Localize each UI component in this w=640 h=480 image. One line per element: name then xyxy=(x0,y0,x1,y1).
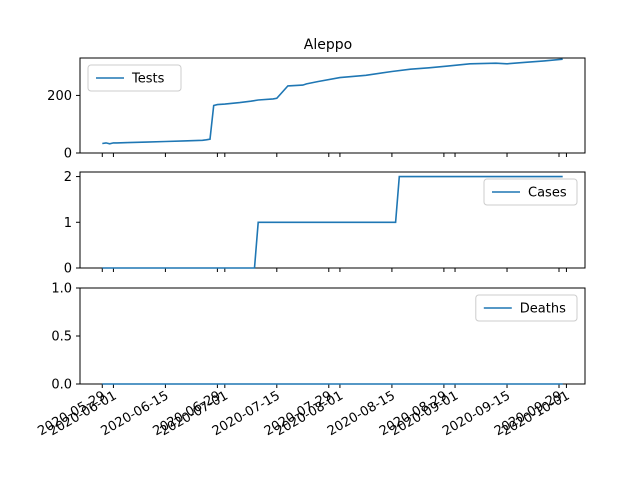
legend: Cases xyxy=(483,178,578,206)
y-tick-label: 0.0 xyxy=(51,378,72,393)
legend-box xyxy=(483,178,578,206)
y-tick-label: 200 xyxy=(47,89,72,104)
y-tick-label: 0 xyxy=(64,147,72,162)
y-tick-label: 1 xyxy=(64,216,72,231)
legend-box xyxy=(87,64,182,92)
legend-label: Tests xyxy=(131,72,165,87)
series-line-tests xyxy=(102,58,563,145)
legend: Deaths xyxy=(475,294,578,322)
legend-box xyxy=(475,294,578,322)
plot-frame xyxy=(79,171,586,269)
chart-title: Aleppo xyxy=(304,37,352,53)
legend-label: Deaths xyxy=(520,302,566,317)
subplots: 0 200 Tests 0 1 2 Cases 0.0 0.5 1.0 Deaths xyxy=(47,57,586,393)
y-tick-label: 0 xyxy=(64,262,72,277)
legend-label: Cases xyxy=(528,186,567,201)
subplot-2: 0 1 2 Cases xyxy=(64,170,586,277)
series-line-cases xyxy=(102,175,563,269)
plot-frame xyxy=(79,57,586,154)
y-tick-label: 2 xyxy=(64,170,72,185)
y-tick-label: 1.0 xyxy=(51,282,72,297)
y-tick-label: 0.5 xyxy=(51,330,72,345)
subplot-1: 0 200 Tests xyxy=(47,57,586,162)
legend: Tests xyxy=(87,64,182,92)
x-axis-ticks: 2020-05-292020-06-012020-06-152020-06-29… xyxy=(35,388,572,439)
subplot-3: 0.0 0.5 1.0 Deaths xyxy=(51,282,586,393)
x-tick-label: 2020-10-01 xyxy=(499,388,572,439)
